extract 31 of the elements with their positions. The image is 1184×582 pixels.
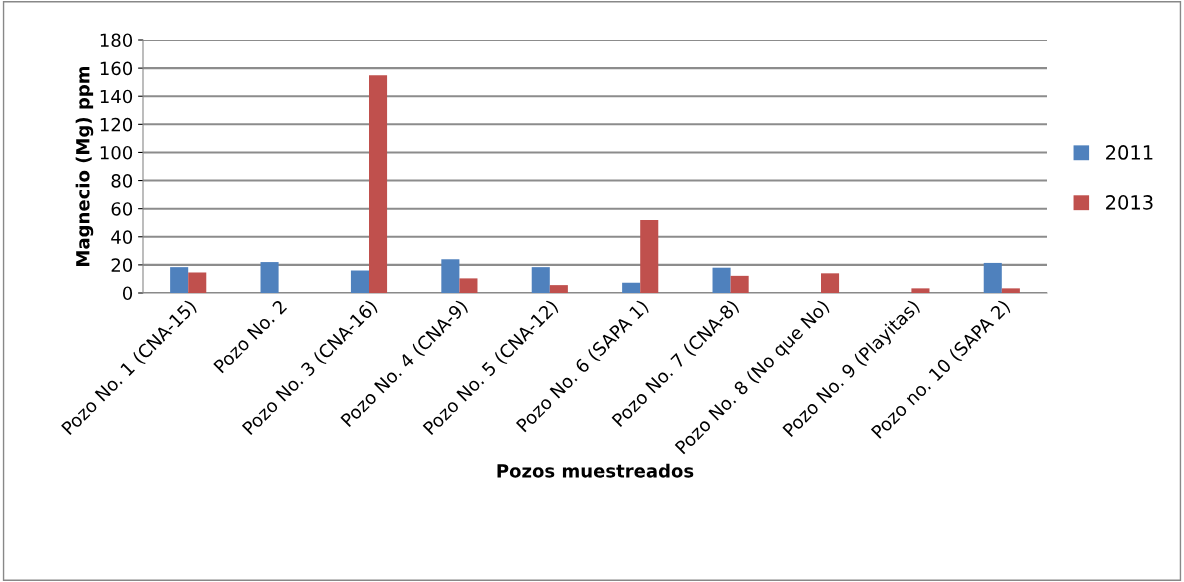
bar — [712, 267, 731, 293]
y-tick-label: 100 — [100, 145, 133, 160]
y-axis-title: Magnecio (Mg) ppm — [75, 66, 94, 266]
bar — [983, 262, 1002, 293]
y-tick-label: 140 — [100, 89, 133, 104]
bar — [369, 75, 388, 293]
legend-label: 2013 — [1106, 195, 1153, 210]
y-tick-label: 60 — [111, 202, 133, 216]
y-tick-label: 80 — [111, 174, 133, 188]
x-axis-title: Pozos muestreados — [497, 463, 694, 478]
bar — [441, 259, 460, 293]
bar — [911, 288, 930, 293]
bar — [821, 273, 840, 293]
y-tick-label: 180 — [100, 33, 133, 48]
bar — [459, 278, 478, 293]
bar — [188, 272, 207, 293]
bar — [170, 267, 189, 293]
y-tick-label: 20 — [111, 258, 133, 273]
bar — [260, 262, 279, 293]
y-tick-label: 120 — [100, 117, 133, 132]
bar — [640, 219, 659, 293]
bar — [622, 282, 641, 293]
bar — [549, 285, 568, 293]
legend-label: 2011 — [1106, 145, 1153, 160]
bar — [531, 267, 550, 293]
bar — [350, 270, 369, 293]
bar — [730, 275, 749, 293]
y-tick-label: 0 — [122, 286, 133, 301]
y-tick-label: 160 — [100, 61, 133, 76]
y-tick-label: 40 — [111, 230, 133, 244]
bar — [1001, 288, 1020, 293]
